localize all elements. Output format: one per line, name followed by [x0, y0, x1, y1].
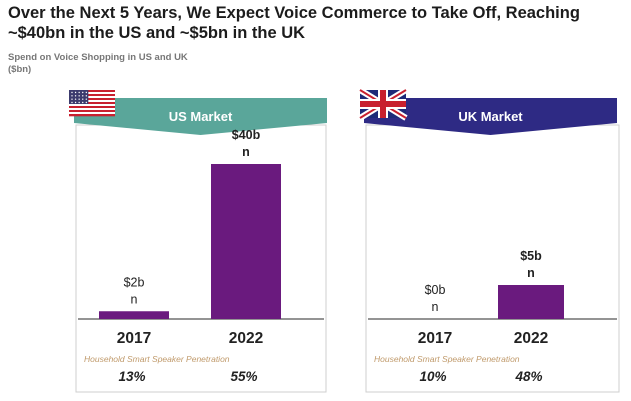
us-value-label-2022: $40b	[232, 128, 261, 142]
us-bar-2017	[99, 311, 169, 319]
us-market-panel: US Market $2b n 2017 13% $40b n 2022 55%Househol…	[74, 98, 327, 393]
us-penetration-2022: 55%	[230, 369, 257, 384]
us-penetration-label: Household Smart Speaker Penetration	[84, 354, 230, 364]
uk-panel-header	[364, 98, 617, 135]
us-value-label-2017: $2b	[124, 275, 145, 289]
uk-category-2022: 2022	[514, 330, 548, 347]
us-panel-frame	[75, 124, 327, 393]
uk-value-label-suffix-2017: n	[432, 300, 439, 314]
units-label: ($bn)	[8, 64, 32, 75]
uk-bar-2022	[498, 285, 564, 319]
uk-penetration-2017: 10%	[419, 369, 446, 384]
us-panel-title: US Market	[169, 109, 233, 124]
us-value-label-suffix-2022: n	[242, 145, 250, 159]
uk-value-label-2017: $0b	[425, 283, 446, 297]
us-category-2017: 2017	[117, 330, 151, 347]
uk-market-panel: UK Market $0b n 2017 10% $5b n 2022 48% Household…	[364, 98, 620, 393]
us-category-2022: 2022	[229, 330, 263, 347]
us-value-label-suffix-2017: n	[131, 292, 138, 306]
uk-panel-title: UK Market	[458, 109, 523, 124]
us-penetration-2017: 13%	[118, 369, 145, 384]
uk-penetration-label: Household Smart Speaker Penetration	[374, 354, 520, 364]
uk-value-label-suffix-2022: n	[527, 266, 535, 280]
uk-flag-icon	[358, 87, 408, 121]
uk-value-label-2022: $5b	[520, 249, 542, 263]
us-panel-header	[74, 98, 327, 135]
us-bar-2022	[211, 164, 281, 319]
uk-category-2017: 2017	[418, 330, 452, 347]
subtitle: Spend on Voice Shopping in US and UK	[8, 52, 188, 63]
uk-penetration-2022: 48%	[514, 369, 542, 384]
us-flag-icon	[69, 90, 115, 117]
page-title: Over the Next 5 Years, We Expect Voice C…	[8, 4, 580, 42]
uk-panel-frame	[365, 124, 620, 393]
